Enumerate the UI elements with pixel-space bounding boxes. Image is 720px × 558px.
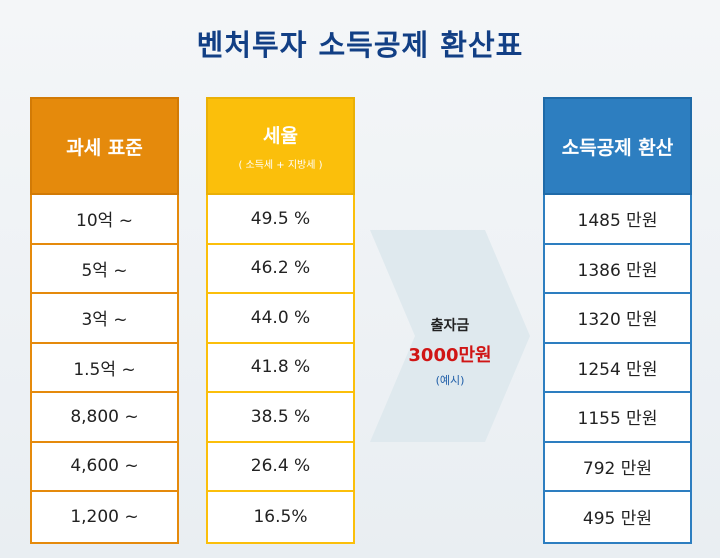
table-cell: 792 만원 — [545, 443, 690, 492]
table-cell: 495 만원 — [582, 509, 653, 530]
table-cell: 49.5 % — [208, 195, 353, 245]
table-cell: 16.5% — [253, 506, 308, 527]
table-cell: 1320 만원 — [545, 294, 690, 344]
tax-rate-header: 세율 ( 소득세 + 지방세 ) — [206, 97, 355, 195]
table-cell: 44.0 % — [208, 294, 353, 344]
page-title: 벤처투자 소득공제 환산표 — [196, 28, 524, 62]
tax-base-header: 과세 표준 — [30, 97, 179, 195]
table-cell: 5억 ~ — [32, 245, 177, 294]
investment-label: 출자금 — [430, 318, 470, 334]
table-cell: 1155 만원 — [545, 393, 690, 443]
tax-base-rows: 10억 ~ 5억 ~ 3억 ~ 1.5억 ~ 8,800 ~ 4,600 ~ 1… — [30, 195, 179, 544]
tax-rate-column: 세율 ( 소득세 + 지방세 ) 49.5 % 46.2 % 44.0 % 41… — [206, 97, 355, 544]
table-cell: 10억 ~ — [32, 195, 177, 245]
investment-example: 출자금 3000만원 (예시) — [390, 315, 510, 388]
table-cell: 3억 ~ — [32, 294, 177, 344]
table-cell: 41.8 % — [208, 344, 353, 393]
table-cell: 38.5 % — [208, 393, 353, 443]
table-cell: 1386 만원 — [545, 245, 690, 294]
investment-amount: 3000만원 — [408, 345, 492, 366]
table-cell: 1254 만원 — [545, 344, 690, 393]
investment-note: (예시) — [435, 374, 465, 387]
deduction-rows: 1485 만원 1386 만원 1320 만원 1254 만원 1155 만원 … — [543, 195, 692, 544]
chevron-arrow-icon — [370, 230, 530, 442]
tax-rate-header-label: 세율 — [263, 125, 298, 147]
deduction-column: 소득공제 환산 1485 만원 1386 만원 1320 만원 1254 만원 … — [543, 97, 692, 544]
tax-base-column: 과세 표준 10억 ~ 5억 ~ 3억 ~ 1.5억 ~ 8,800 ~ 4,6… — [30, 97, 179, 544]
deduction-header: 소득공제 환산 — [543, 97, 692, 195]
table-cell: 8,800 ~ — [32, 393, 177, 443]
deduction-header-label: 소득공제 환산 — [561, 136, 674, 159]
table-cell: 26.4 % — [208, 443, 353, 492]
table-cell: 4,600 ~ — [32, 443, 177, 492]
tax-rate-rows: 49.5 % 46.2 % 44.0 % 41.8 % 38.5 % 26.4 … — [206, 195, 355, 544]
table-cell: 1485 만원 — [545, 195, 690, 245]
table-cell: 1.5억 ~ — [32, 344, 177, 393]
tax-base-header-label: 과세 표준 — [66, 136, 143, 159]
table-cell: 1,200 ~ — [70, 506, 139, 527]
tax-rate-subheader: ( 소득세 + 지방세 ) — [238, 160, 323, 171]
table-cell: 46.2 % — [208, 245, 353, 294]
